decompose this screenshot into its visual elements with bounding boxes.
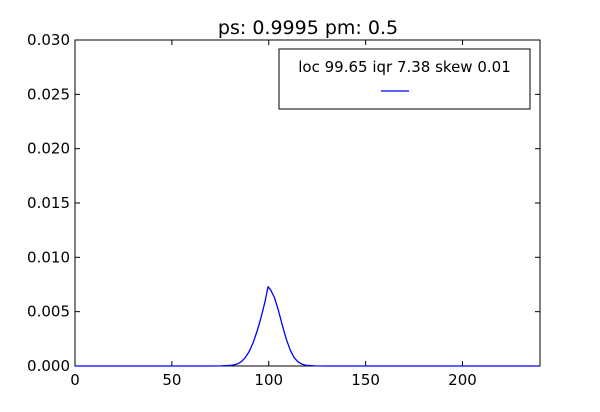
- y-tick-label: 0.025: [27, 85, 70, 103]
- plot-area: 0 50 100 150 200 0.000 0.005 0.010 0.015 0.020 0.0…: [27, 31, 541, 389]
- series-line: [75, 286, 540, 367]
- x-tick-label: 50: [162, 371, 181, 389]
- y-tick-label: 0.000: [27, 357, 70, 375]
- y-tick-label: 0.010: [27, 248, 70, 266]
- y-tick-label: 0.030: [27, 31, 70, 49]
- chart-title: ps: 0.9995 pm: 0.5: [218, 17, 398, 39]
- x-tick-label: 0: [70, 371, 80, 389]
- x-tick-label: 200: [448, 371, 477, 389]
- legend-label: loc 99.65 iqr 7.38 skew 0.01: [298, 58, 511, 76]
- x-tick-label: 150: [351, 371, 380, 389]
- y-tick-label: 0.005: [27, 303, 70, 321]
- legend: loc 99.65 iqr 7.38 skew 0.01: [278, 48, 531, 110]
- x-tick-label: 100: [254, 371, 283, 389]
- y-tick-label: 0.015: [27, 194, 70, 212]
- y-tick-label: 0.020: [27, 140, 70, 158]
- legend-box: [278, 48, 531, 110]
